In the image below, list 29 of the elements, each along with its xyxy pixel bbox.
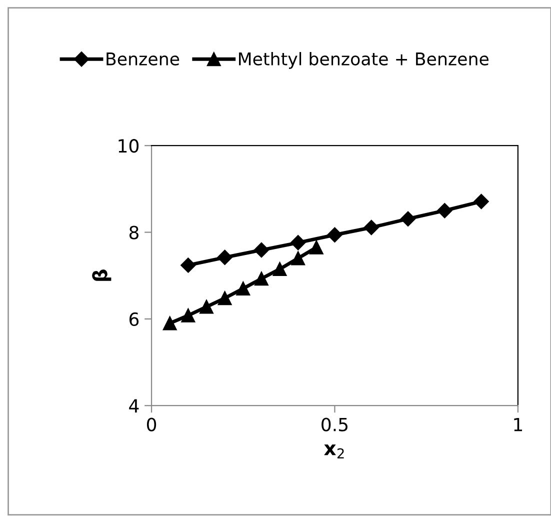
point — [181, 308, 196, 322]
point — [437, 203, 452, 218]
point — [290, 235, 306, 250]
point — [327, 227, 342, 242]
legend-label: Benzene — [106, 52, 180, 66]
point — [400, 211, 416, 226]
y-tick-label: 4 — [129, 399, 139, 412]
point — [291, 251, 306, 266]
y-tick-label: 10 — [118, 139, 139, 153]
point — [200, 300, 214, 314]
y-tick-label: 8 — [129, 226, 138, 240]
y-axis-title: β — [92, 270, 112, 281]
point — [474, 194, 489, 210]
x-tick-label: 1 — [514, 418, 522, 432]
x-axis-title: x$_{2}$ — [324, 444, 344, 458]
point — [236, 282, 250, 296]
point — [309, 240, 324, 254]
point — [218, 291, 232, 306]
x-tick-label: 0.5 — [322, 418, 348, 432]
point — [162, 316, 177, 330]
point — [180, 258, 196, 273]
point — [272, 262, 287, 276]
point — [364, 220, 379, 236]
point — [217, 250, 232, 265]
x-tick-label: 0 — [146, 418, 156, 432]
point — [254, 272, 268, 286]
point — [254, 242, 270, 258]
legend-label: Methtyl benzoate + Benzene — [239, 52, 489, 69]
y-tick-label: 6 — [129, 312, 139, 326]
